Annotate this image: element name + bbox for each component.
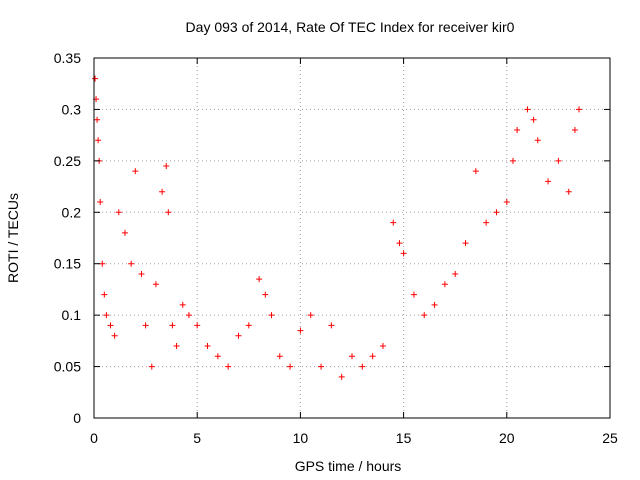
data-point: [530, 116, 537, 123]
y-tick-label: 0: [73, 410, 81, 426]
data-point: [359, 363, 366, 370]
grid-lines: [94, 58, 610, 418]
x-tick-labels: 0 5 10 15 20 25: [90, 430, 618, 446]
data-point: [369, 353, 376, 360]
y-tick-labels: 0 0.05 0.1 0.15 0.2 0.25 0.3 0.35: [54, 50, 81, 426]
data-point: [169, 322, 176, 329]
x-tick-label: 0: [90, 430, 98, 446]
data-point: [565, 188, 572, 195]
data-point: [179, 301, 186, 308]
data-point: [268, 312, 275, 319]
data-point: [235, 332, 242, 339]
data-point: [185, 312, 192, 319]
y-tick-label: 0.3: [62, 101, 82, 117]
data-point: [431, 301, 438, 308]
data-point: [159, 188, 166, 195]
data-point: [276, 353, 283, 360]
y-tick-label: 0.35: [54, 50, 81, 66]
data-point: [142, 322, 149, 329]
data-point: [287, 363, 294, 370]
y-tick-label: 0.05: [54, 359, 81, 375]
data-point: [111, 332, 118, 339]
y-tick-label: 0.1: [62, 307, 82, 323]
data-point: [101, 291, 108, 298]
data-point: [262, 291, 269, 298]
data-point: [163, 163, 170, 169]
data-point: [128, 260, 135, 267]
data-point: [400, 250, 407, 257]
x-axis-label: GPS time / hours: [295, 458, 402, 474]
x-tick-label: 10: [293, 430, 309, 446]
x-tick-label: 5: [193, 430, 201, 446]
data-point: [165, 209, 172, 216]
data-point: [99, 260, 106, 267]
data-point: [555, 157, 562, 164]
data-point: [256, 276, 263, 283]
data-point: [194, 322, 201, 329]
data-point: [107, 322, 114, 329]
data-point: [534, 137, 541, 144]
data-point: [148, 363, 155, 370]
data-point: [462, 240, 469, 247]
data-point: [483, 219, 490, 226]
y-tick-label: 0.15: [54, 256, 81, 272]
data-point: [452, 271, 459, 277]
data-point: [509, 157, 516, 164]
data-point: [349, 353, 355, 360]
data-point: [204, 343, 211, 349]
data-point: [245, 322, 252, 329]
data-point: [94, 116, 101, 123]
data-point: [396, 240, 403, 247]
x-tick-label: 20: [499, 430, 515, 446]
data-point: [503, 199, 510, 205]
data-point: [132, 168, 139, 175]
data-point: [307, 312, 314, 319]
data-point: [379, 343, 386, 349]
data-point: [576, 106, 583, 113]
data-point: [328, 322, 335, 329]
data-point: [297, 327, 304, 334]
data-point: [95, 137, 102, 144]
data-point: [225, 363, 232, 370]
data-point: [214, 353, 221, 360]
y-axis-label: ROTI / TECUs: [5, 193, 21, 283]
data-point: [410, 291, 417, 298]
data-point: [571, 127, 578, 133]
x-tick-label: 25: [602, 430, 618, 446]
data-point: [103, 312, 110, 319]
y-tick-label: 0.25: [54, 153, 81, 169]
data-points: [92, 75, 583, 380]
data-point: [338, 373, 345, 380]
data-point: [390, 219, 397, 226]
data-point: [318, 363, 325, 370]
data-point: [514, 127, 521, 133]
data-point: [115, 209, 122, 216]
data-point: [121, 229, 128, 236]
data-point: [493, 209, 500, 216]
data-point: [524, 106, 531, 113]
y-tick-label: 0.2: [62, 204, 82, 220]
data-point: [97, 199, 104, 205]
axis-ticks: [93, 57, 611, 419]
x-tick-label: 15: [396, 430, 412, 446]
data-point: [92, 75, 99, 82]
data-point: [545, 178, 552, 185]
plot-frame: [93, 57, 611, 419]
data-point: [472, 168, 479, 175]
chart-title: Day 093 of 2014, Rate Of TEC Index for r…: [186, 19, 515, 35]
data-point: [138, 271, 145, 277]
data-point: [441, 281, 448, 288]
data-point: [152, 281, 159, 288]
data-point: [421, 312, 428, 319]
data-point: [173, 343, 180, 349]
